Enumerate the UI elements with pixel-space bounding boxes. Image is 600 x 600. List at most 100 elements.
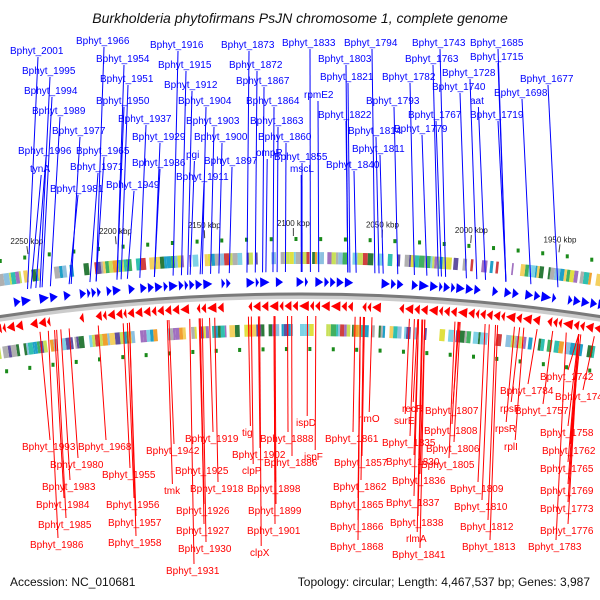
top-gene-label: Bphyt_1864 [246, 96, 300, 107]
inner-feature-band [244, 324, 247, 337]
outer-feature-band [418, 255, 425, 268]
outer-feature-band [362, 252, 368, 266]
top-gene-label: Bphyt_1840 [326, 160, 380, 171]
reverse-gene-arrow [123, 308, 127, 319]
inner-feature-band [260, 324, 265, 337]
bottom-gene-label: Bphyt_1930 [178, 544, 232, 555]
outer-feature-band [565, 269, 571, 282]
reverse-gene-arrow [253, 301, 261, 312]
top-gene-label: rpmE2 [304, 90, 334, 101]
label-leader-line [567, 334, 580, 371]
reverse-gene-arrow [2, 322, 7, 333]
forward-gene-arrow [567, 294, 573, 305]
bottom-gene-label: Bphyt_1898 [247, 484, 301, 495]
outer-marker [170, 240, 174, 245]
reverse-gene-arrow [362, 302, 367, 313]
top-gene-label: Bphyt_1966 [76, 36, 130, 47]
top-gene-label: Bphyt_1981 [50, 184, 104, 195]
label-leader-line [284, 142, 287, 273]
inner-feature-band [143, 330, 148, 343]
tick-label: 2000 kbp [455, 226, 488, 235]
inner-feature-band [25, 342, 30, 355]
inner-marker [425, 351, 429, 356]
forward-gene-arrow [21, 296, 31, 307]
top-gene-label: Bphyt_1936 [132, 158, 186, 169]
outer-feature-band [135, 258, 142, 271]
forward-gene-arrow [106, 286, 112, 297]
outer-feature-band [425, 255, 431, 269]
forward-gene-arrow [296, 277, 304, 288]
outer-feature-band [536, 265, 540, 279]
outer-feature-band [433, 256, 438, 269]
bottom-gene-label: ispD [296, 418, 316, 429]
inner-feature-band [2, 345, 10, 359]
inner-feature-band [351, 324, 354, 337]
outer-marker [319, 237, 323, 242]
top-gene-label: Bphyt_1916 [150, 40, 204, 51]
inner-feature-band [74, 336, 78, 349]
outer-marker [245, 237, 249, 242]
outer-feature-band [295, 252, 302, 265]
forward-gene-arrow [492, 286, 499, 297]
reverse-gene-arrow [480, 309, 487, 320]
forward-gene-arrow [63, 290, 71, 301]
outer-marker [0, 258, 2, 263]
top-gene-label: Bphyt_1996 [18, 146, 72, 157]
label-leader-line [247, 316, 251, 427]
outer-marker [467, 243, 471, 248]
inner-feature-band [517, 336, 522, 349]
outer-feature-band [289, 252, 294, 265]
forward-gene-arrow [246, 277, 255, 288]
outer-feature-band [519, 263, 526, 277]
tick-mark [470, 235, 472, 244]
forward-gene-arrow [203, 279, 213, 290]
forward-gene-arrow [465, 283, 474, 294]
forward-gene-arrow [411, 280, 419, 291]
label-leader-line [567, 334, 580, 525]
outer-feature-band [387, 253, 393, 267]
forward-gene-arrow [429, 281, 439, 292]
inner-feature-band [49, 339, 55, 352]
outer-feature-band [3, 272, 11, 286]
label-leader-line [68, 328, 79, 459]
outer-feature-band [549, 267, 556, 280]
inner-feature-band [27, 342, 34, 355]
outer-feature-band [204, 254, 209, 267]
bottom-gene-label: Bphyt_1805 [421, 460, 475, 471]
bottom-gene-label: Bphyt_1926 [176, 506, 230, 517]
outer-feature-band [587, 272, 593, 285]
bottom-gene-label: Bphyt_1919 [185, 434, 239, 445]
forward-gene-arrow [79, 289, 87, 300]
inner-feature-band [288, 324, 291, 337]
label-leader-line [547, 84, 559, 288]
label-leader-line [469, 78, 478, 280]
label-leader-line [68, 194, 79, 285]
reverse-gene-arrow [248, 301, 253, 312]
outer-feature-band [495, 261, 499, 274]
outer-feature-band [573, 270, 579, 283]
inner-marker [238, 347, 242, 352]
outer-feature-band [547, 267, 551, 280]
forward-gene-arrow [168, 281, 178, 292]
inner-marker [284, 347, 288, 352]
forward-gene-arrow [396, 279, 404, 290]
inner-feature-band [94, 334, 100, 347]
inner-marker [144, 353, 148, 358]
top-gene-label: Bphyt_1822 [318, 110, 372, 121]
top-gene-label: Bphyt_1989 [32, 106, 86, 117]
outer-feature-band [159, 256, 165, 269]
bottom-gene-label: rplI [504, 442, 518, 453]
label-leader-line [435, 120, 442, 277]
outer-feature-band [510, 263, 514, 276]
inner-marker [5, 369, 9, 374]
inner-feature-band [328, 324, 331, 337]
outer-feature-band [431, 256, 435, 269]
inner-feature-band [169, 328, 174, 341]
bottom-gene-label: Bphyt_1746 [555, 392, 600, 403]
inner-feature-band [557, 341, 565, 354]
top-gene-label: Bphyt_1915 [158, 60, 212, 71]
forward-gene-arrow [450, 282, 456, 293]
bottom-gene-label: Bphyt_1841 [392, 550, 446, 561]
label-leader-line [228, 166, 233, 274]
inner-feature-band [101, 333, 109, 346]
